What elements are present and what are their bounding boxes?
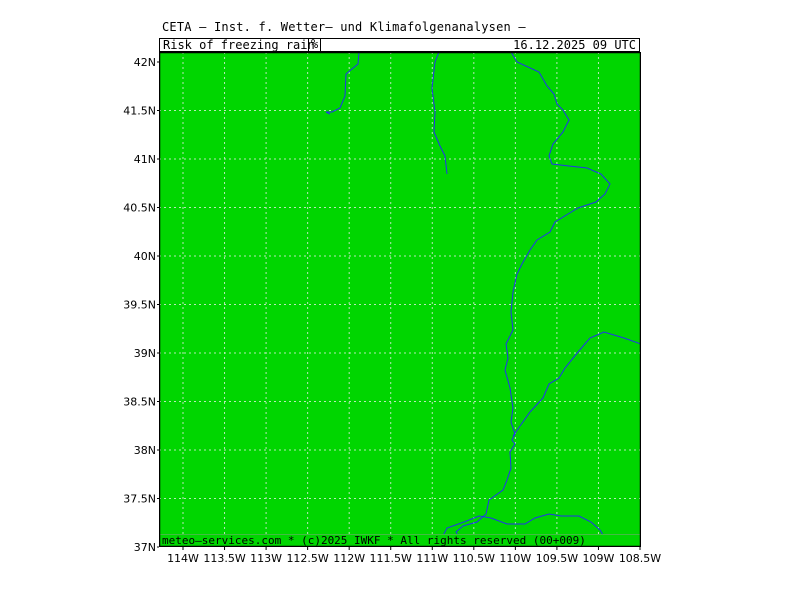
- latitude-tick-label: 40.5N: [123, 202, 156, 215]
- latitude-tick-label: 41.5N: [123, 105, 156, 118]
- boundary-line: [447, 52, 611, 547]
- boundary-line: [325, 52, 360, 115]
- footer-strip: [159, 534, 641, 547]
- copyright-footer: meteo—services.com * (c)2025 IWKF * All …: [162, 534, 586, 547]
- latitude-tick-label: 42N: [134, 56, 156, 69]
- latitude-tick-label: 40N: [134, 250, 156, 263]
- longitude-tick-label: 114W: [167, 552, 199, 565]
- latitude-tick-label: 39N: [134, 347, 156, 360]
- chart-title: CETA — Inst. f. Wetter— und Klimafolgena…: [162, 20, 526, 34]
- longitude-tick-label: 113.5W: [203, 552, 245, 565]
- latitude-tick-label: 41N: [134, 153, 156, 166]
- longitude-tick-label: 109.5W: [536, 552, 578, 565]
- longitude-tick-label: 108.5W: [619, 552, 661, 565]
- unit-label: %: [308, 38, 322, 51]
- latitude-tick-label: 38N: [134, 444, 156, 457]
- boundary-line: [431, 52, 448, 175]
- parameter-header: Risk_of_freezing_rain_ % 16.12.2025 09 U…: [159, 38, 640, 52]
- longitude-tick-label: 111W: [416, 552, 448, 565]
- longitude-tick-label: 112W: [333, 552, 365, 565]
- latitude-tick-label: 37.5N: [123, 493, 156, 506]
- latitude-tick-label: 38.5N: [123, 396, 156, 409]
- boundary-line: [512, 331, 641, 437]
- longitude-tick-label: 112.5W: [286, 552, 328, 565]
- parameter-name: Risk_of_freezing_rain_: [163, 38, 322, 52]
- longitude-tick-label: 110.5W: [453, 552, 495, 565]
- map-canvas: meteo—services.com * (c)2025 IWKF * All …: [159, 52, 641, 547]
- latitude-tick-label: 37N: [134, 541, 156, 554]
- longitude-tick-label: 111.5W: [370, 552, 412, 565]
- lat-lon-grid: [159, 52, 641, 547]
- forecast-datetime: 16.12.2025 09 UTC: [513, 38, 636, 52]
- longitude-axis: 114W 113.5W 113W 112.5W 112W 111.5W 111W 110.5W…: [167, 547, 661, 565]
- state-boundaries: [325, 52, 641, 547]
- longitude-tick-label: 109W: [583, 552, 615, 565]
- latitude-axis: 42N 41.5N 41N 40.5N 40N 39.5N 39N 38.5N 38N 37.5N…: [123, 56, 159, 554]
- freezing-rain-field: [159, 52, 641, 547]
- latitude-tick-label: 39.5N: [123, 299, 156, 312]
- boundary-line: [436, 513, 607, 547]
- longitude-tick-label: 110W: [499, 552, 531, 565]
- map-border: [159, 52, 641, 547]
- longitude-tick-label: 113W: [250, 552, 282, 565]
- map-area: meteo—services.com * (c)2025 IWKF * All …: [159, 52, 641, 547]
